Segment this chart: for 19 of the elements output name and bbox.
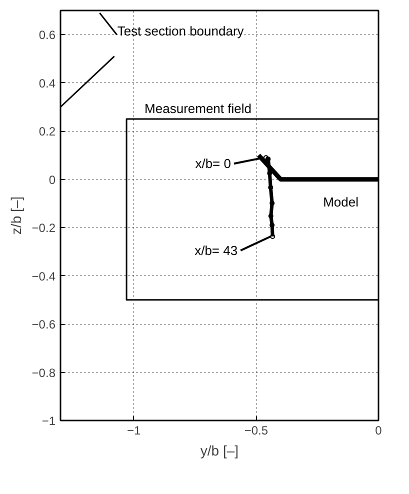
annotation: x/b= 43 (194, 242, 238, 258)
y-tick-label: −1 (42, 414, 56, 428)
x-tick-label: −0.5 (244, 424, 268, 438)
series-label: Measurement field (144, 101, 252, 116)
y-tick-label: 0 (48, 172, 56, 187)
y-tick-label: −0.2 (32, 221, 56, 236)
series-label: Test section boundary (117, 23, 244, 38)
y-tick-label: 0.4 (38, 76, 56, 90)
x-axis-title: y/b [–] (200, 442, 239, 458)
y-tick-label: −0.6 (32, 318, 56, 332)
x-tick-label: −1 (127, 424, 142, 438)
x-tick-label: 0 (375, 424, 382, 438)
annotation: x/b= 0 (195, 156, 231, 172)
y-tick-label: 0.6 (38, 28, 56, 42)
y-tick-label: −0.8 (32, 366, 56, 380)
y-axis-title: z/b [–] (8, 196, 24, 235)
series-label: Model (323, 194, 359, 210)
y-tick-label: −0.4 (32, 269, 56, 284)
y-tick-label: 0.2 (38, 124, 56, 139)
